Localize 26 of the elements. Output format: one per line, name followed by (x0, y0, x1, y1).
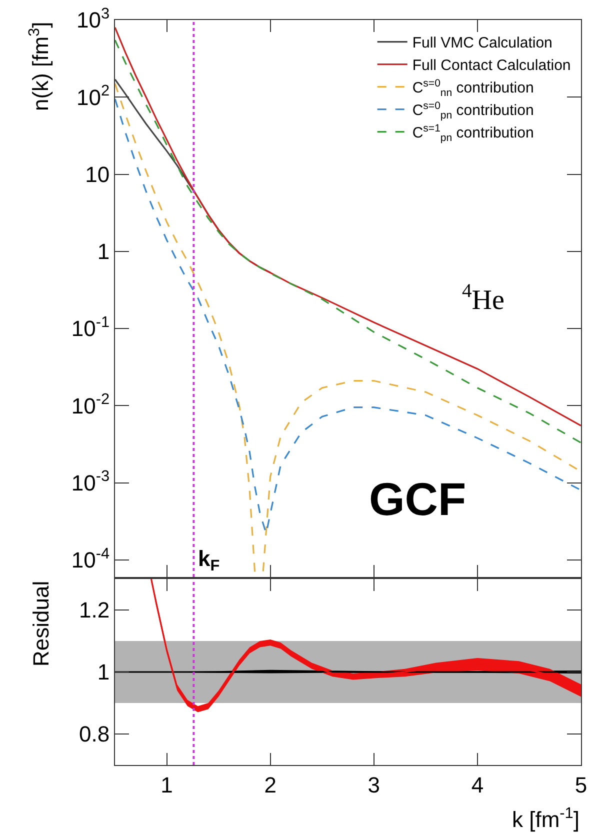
y-tick-label: 10$^{-3}$ (71, 468, 110, 496)
legend-label: Full Contact Calculation (412, 57, 571, 74)
x-tick-label: 4 (471, 772, 484, 798)
y-tick-label: 0.8 (79, 722, 110, 747)
legend-label: C$^{s=1}$$_{pn}$ contribution (412, 122, 534, 144)
ref-line-label: k$_{F}$ (198, 546, 220, 575)
y-tick-label: 10$^{-4}$ (71, 545, 110, 573)
legend-label: C$^{s=0}$$_{pn}$ contribution (412, 100, 534, 122)
annotation: $^{4}$He (462, 281, 504, 316)
annotation: GCF (369, 473, 466, 525)
legend-label: Full VMC Calculation (412, 34, 552, 52)
y-tick-label: 10$^{2}$ (76, 82, 110, 110)
y-tick-label: 10 (85, 162, 110, 187)
legend-label: C$^{s=0}$$_{nn}$ contribution (412, 77, 534, 99)
y-tick-label: 1.2 (79, 598, 110, 623)
x-tick-label: 5 (574, 772, 588, 798)
y-tick-label: 10$^{3}$ (76, 5, 110, 33)
y-tick-label: 10$^{-1}$ (71, 314, 110, 342)
y-tick-label: 1 (97, 239, 110, 264)
x-tick-label: 2 (264, 772, 276, 798)
x-tick-label: 3 (368, 772, 380, 798)
y-axis-title: Residual (28, 580, 54, 666)
y-tick-label: 1 (97, 660, 110, 685)
x-tick-label: 1 (160, 772, 173, 798)
x-axis-title: k [fm$^{-1}$] (512, 805, 580, 832)
y-tick-label: 10$^{-2}$ (71, 391, 110, 418)
